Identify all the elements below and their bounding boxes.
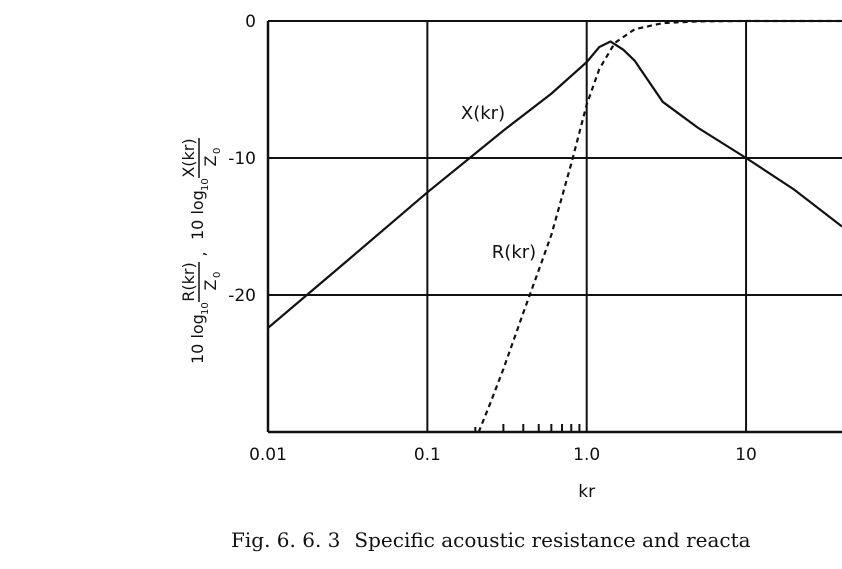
fraction-numerator: X(kr)	[179, 138, 198, 177]
series-line-rkr	[477, 19, 842, 432]
x-tick-label: 10	[735, 445, 757, 465]
figure-caption: Fig. 6. 6. 3 Specific acoustic resistance…	[231, 528, 751, 552]
x-tick-label: 1.0	[573, 445, 600, 465]
y-tick-label: 0	[245, 12, 256, 32]
log-subscript: 10	[200, 302, 211, 315]
denominator-subscript: 0	[212, 148, 223, 154]
fraction-denominator: Z	[201, 279, 220, 290]
fraction-denominator: Z	[201, 155, 220, 166]
series-line-xkr	[268, 40, 842, 329]
x-axis-title: kr	[578, 482, 595, 502]
curve-label-xkr: X(kr)	[461, 103, 505, 124]
fraction-numerator: R(kr)	[179, 262, 198, 301]
y-title-separator: ,	[190, 251, 209, 256]
log-prefix: 10 log	[188, 190, 207, 240]
y-tick-label: -10	[228, 149, 256, 169]
figure-number: Fig. 6. 6. 3	[231, 528, 341, 552]
x-tick-label: 0.1	[414, 445, 441, 465]
curve-label-rkr: R(kr)	[492, 242, 536, 263]
caption-text: Specific acoustic resistance and reacta	[354, 528, 751, 552]
denominator-subscript: 0	[212, 272, 223, 278]
log-subscript: 10	[200, 178, 211, 191]
x-tick-label: 0.01	[249, 445, 287, 465]
log-prefix: 10 log	[188, 314, 207, 364]
y-tick-label: -20	[228, 286, 256, 306]
